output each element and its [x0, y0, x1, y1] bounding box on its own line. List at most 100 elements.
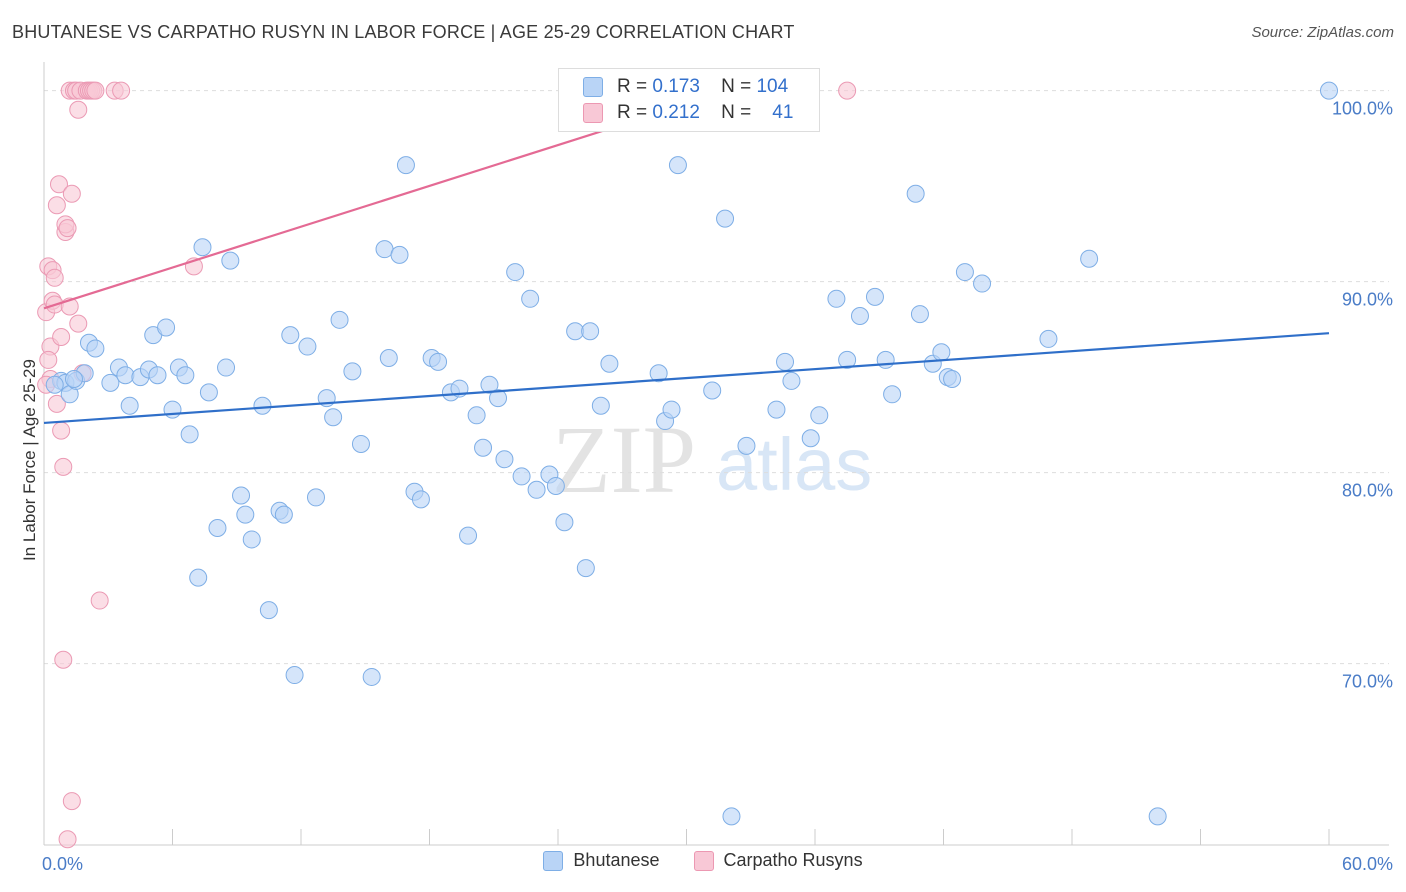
bhutanese-point — [411, 490, 430, 509]
bhutanese-point — [827, 289, 846, 308]
bhutanese-point — [343, 362, 362, 381]
bhutanese-point — [259, 601, 278, 620]
bhutanese-point — [906, 184, 925, 203]
bhutanese-point — [838, 350, 857, 369]
bhutanese-point — [306, 488, 325, 507]
bhutanese-point — [176, 366, 195, 385]
carpatho-rusyns-point — [838, 81, 857, 100]
bhutanese-point — [737, 436, 756, 455]
carpatho-rusyns-point — [58, 830, 77, 849]
carpatho-rusyns-point — [52, 421, 71, 440]
y-axis-label: In Labor Force | Age 25-29 — [20, 359, 39, 561]
bhutanese-point — [576, 559, 595, 578]
bhutanese-point — [591, 396, 610, 415]
gridlines — [44, 90, 1389, 665]
series-legend: Bhutanese Carpatho Rusyns — [0, 850, 1406, 871]
watermark-atlas: atlas — [716, 423, 872, 506]
bhutanese-point — [217, 358, 236, 377]
stats-pink-text: R = 0.212 N = 41 — [617, 102, 793, 124]
carpatho-rusyns-point — [58, 219, 77, 238]
bhutanese-point — [1148, 807, 1167, 826]
carpatho-rusyns-point — [62, 184, 81, 203]
carpatho-rusyns-point — [54, 457, 73, 476]
carpatho-rusyns-point — [54, 650, 73, 669]
bhutanese-point — [973, 274, 992, 293]
bhutanese-point — [148, 366, 167, 385]
bhutanese-point — [180, 425, 199, 444]
bhutanese-point — [281, 326, 300, 345]
bhutanese-point — [298, 337, 317, 356]
bhutanese-point — [955, 263, 974, 282]
bhutanese-point — [390, 245, 409, 264]
bhutanese-point — [199, 383, 218, 402]
bhutanese-point — [489, 389, 508, 408]
bhutanese-point — [467, 406, 486, 425]
pink-n-value: 41 — [772, 102, 794, 123]
y-tick-label: 90.0% — [1342, 290, 1393, 310]
carpatho-rusyns-point — [39, 350, 58, 369]
bhutanese-point — [232, 486, 251, 505]
blue-r-label: R = — [617, 76, 648, 97]
legend-swatch-bhutanese — [543, 850, 564, 871]
bhutanese-point — [506, 263, 525, 282]
y-tick-label: 80.0% — [1342, 481, 1393, 501]
bhutanese-point — [649, 364, 668, 383]
carpatho-rusyns-point — [47, 394, 66, 413]
bhutanese-point — [474, 438, 493, 457]
bhutanese-point — [910, 305, 929, 324]
carpatho-rusyns-point — [49, 175, 68, 194]
bhutanese-point — [324, 408, 343, 427]
blue-n-label: N = — [721, 76, 752, 97]
pink-r-value: 0.212 — [652, 102, 700, 123]
carpatho-rusyns-point — [47, 196, 66, 215]
bhutanese-point — [668, 156, 687, 175]
bhutanese-point — [362, 667, 381, 686]
bhutanese-point — [285, 666, 304, 685]
bhutanese-point — [703, 381, 722, 400]
bhutanese-point — [722, 807, 741, 826]
bhutanese-point — [116, 366, 135, 385]
bhutanese-point — [163, 400, 182, 419]
bhutanese-point — [101, 373, 120, 392]
legend-item-bhutanese[interactable]: Bhutanese — [543, 850, 660, 871]
bhutanese-point — [236, 505, 255, 524]
pink-swatch — [583, 103, 603, 123]
stats-blue-text: R = 0.173 N = 104 — [617, 76, 788, 98]
pink-r-label: R = — [617, 102, 648, 123]
y-tick-labels: 70.0% 80.0% 90.0% 100.0% — [1332, 99, 1393, 692]
bhutanese-point — [193, 238, 212, 257]
bhutanese-point — [86, 339, 105, 358]
axes — [43, 62, 1389, 846]
bhutanese-point — [495, 450, 514, 469]
carpatho-rusyns-point — [112, 81, 131, 100]
bhutanese-point — [330, 310, 349, 329]
pink-n-label: N = — [721, 102, 752, 123]
bhutanese-points — [45, 81, 1338, 826]
bhutanese-point — [253, 396, 272, 415]
bhutanese-point — [120, 396, 139, 415]
legend-swatch-carpatho-rusyns — [693, 850, 714, 871]
bhutanese-point — [865, 287, 884, 306]
carpatho-rusyns-point — [69, 100, 88, 119]
bhutanese-point — [208, 518, 227, 537]
bhutanese-point — [64, 370, 83, 389]
watermark-zip: ZIP — [552, 406, 696, 513]
bhutanese-point — [546, 476, 565, 495]
bhutanese-point — [429, 352, 448, 371]
y-tick-label: 100.0% — [1332, 99, 1393, 119]
bhutanese-point — [242, 530, 261, 549]
bhutanese-point — [566, 322, 585, 341]
bhutanese-point — [351, 434, 370, 453]
bhutanese-point — [375, 240, 394, 259]
blue-r-value: 0.173 — [652, 76, 700, 97]
legend-item-carpatho-rusyns[interactable]: Carpatho Rusyns — [693, 850, 863, 871]
bhutanese-point — [883, 385, 902, 404]
bhutanese-point — [379, 349, 398, 368]
bhutanese-point — [600, 354, 619, 373]
blue-swatch — [583, 77, 603, 97]
legend-label-carpatho-rusyns: Carpatho Rusyns — [723, 850, 863, 870]
x-tick-label-max: 60.0% — [1342, 854, 1393, 874]
bhutanese-point — [221, 251, 240, 270]
chart-title: BHUTANESE VS CARPATHO RUSYN IN LABOR FOR… — [12, 22, 795, 42]
